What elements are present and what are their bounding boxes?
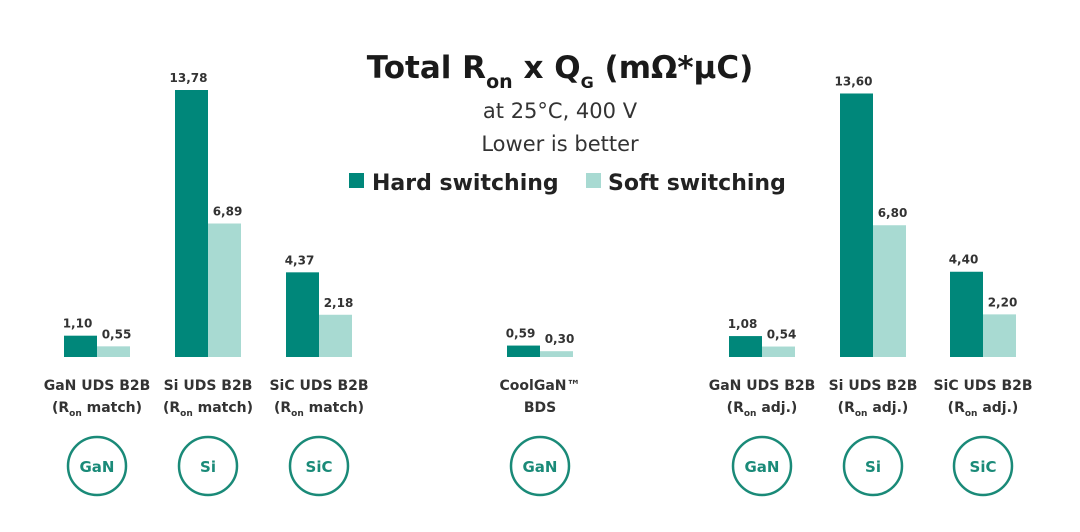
category-label-line2: (Ron match)	[163, 400, 253, 419]
bar-hard	[507, 345, 540, 357]
data-label: 13,78	[170, 71, 208, 85]
material-badge-label: SiC	[306, 458, 333, 476]
category-label-line2: (Ron match)	[274, 400, 364, 419]
material-badge-label: Si	[200, 458, 216, 476]
data-label: 6,80	[878, 206, 908, 220]
data-label: 2,18	[324, 296, 354, 310]
data-label: 4,37	[285, 253, 315, 267]
category-label: Si UDS B2B	[829, 378, 918, 394]
category-label-line2: (Ron adj.)	[727, 400, 798, 419]
data-label: 0,55	[102, 327, 132, 341]
category-label-line2: BDS	[524, 400, 556, 416]
bar-soft	[873, 225, 906, 357]
data-label: 13,60	[835, 74, 873, 88]
chart-subtitle-2: Lower is better	[481, 132, 639, 156]
category-label: GaN UDS B2B	[44, 378, 151, 394]
data-label: 2,20	[988, 295, 1018, 309]
data-label: 6,89	[213, 205, 243, 219]
material-badge-circle	[177, 435, 239, 497]
material-badge-label: GaN	[745, 458, 780, 476]
legend-label-hard: Hard switching	[372, 171, 559, 196]
legend-swatch-soft	[586, 173, 601, 188]
category-label-line2: (Ron adj.)	[948, 400, 1019, 419]
bar-hard	[729, 336, 762, 357]
bar-hard	[64, 335, 97, 357]
data-label: 0,59	[506, 327, 536, 341]
material-badge-label: Si	[865, 458, 881, 476]
bar-soft	[983, 314, 1016, 357]
bar-soft	[540, 351, 573, 357]
legend-swatch-hard	[349, 173, 364, 188]
material-badge-circle	[288, 435, 350, 497]
material-badge-circle	[731, 435, 793, 497]
material-badge-label: SiC	[970, 458, 997, 476]
category-label: CoolGaN™	[500, 378, 581, 394]
chart-title: Total Ron x QG (mΩ*µC)	[367, 50, 754, 93]
bar-soft	[208, 223, 241, 357]
material-badge-label: GaN	[80, 458, 115, 476]
category-label: SiC UDS B2B	[269, 378, 368, 394]
material-badge-circle	[509, 435, 571, 497]
data-label: 4,40	[949, 253, 979, 267]
data-label: 0,30	[545, 332, 575, 346]
bar-hard	[950, 271, 983, 357]
category-label-line2: (Ron match)	[52, 400, 142, 419]
data-label: 1,10	[63, 317, 93, 331]
material-badge-circle	[952, 435, 1014, 497]
material-badge-label: GaN	[523, 458, 558, 476]
data-label: 0,54	[767, 328, 797, 342]
category-label: Si UDS B2B	[164, 378, 253, 394]
data-label: 1,08	[728, 317, 758, 331]
material-badge-circle	[842, 435, 904, 497]
material-badge-circle	[66, 435, 128, 497]
legend-label-soft: Soft switching	[608, 171, 786, 196]
chart-subtitle: at 25°C, 400 V	[483, 99, 638, 123]
category-label-line2: (Ron adj.)	[838, 400, 909, 419]
bar-soft	[319, 314, 352, 357]
bar-soft	[97, 346, 130, 357]
bar-hard	[840, 93, 873, 357]
category-label: GaN UDS B2B	[709, 378, 816, 394]
bar-soft	[762, 346, 795, 357]
legend: Hard switching Soft switching	[349, 171, 786, 196]
bar-hard	[175, 90, 208, 357]
category-label: SiC UDS B2B	[933, 378, 1032, 394]
bar-hard	[286, 272, 319, 357]
